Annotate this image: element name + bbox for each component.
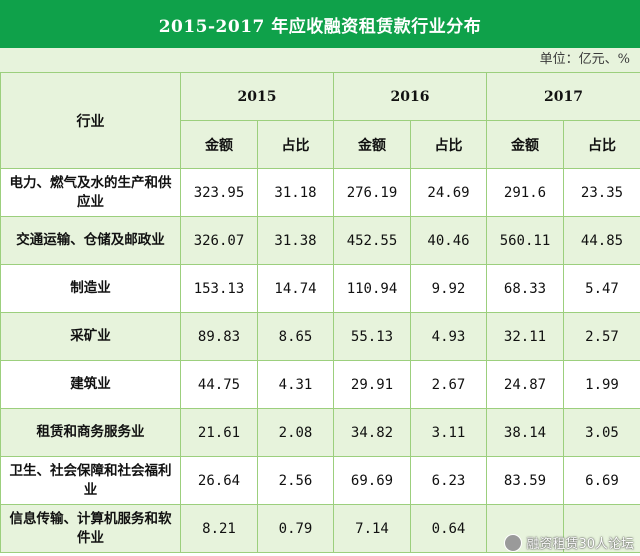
- value-cell: 0.79: [257, 504, 334, 553]
- value-cell: 2.67: [410, 360, 487, 409]
- value-cell: 323.95: [180, 168, 258, 217]
- value-cell: 153.13: [180, 264, 258, 313]
- value-cell: 291.6: [486, 168, 564, 217]
- value-cell: 31.38: [257, 216, 334, 265]
- table-row: 采矿业 89.83 8.65 55.13 4.93 32.11 2.57: [0, 312, 640, 361]
- value-cell: 0.64: [410, 504, 487, 553]
- industry-cell: 建筑业: [0, 360, 181, 409]
- value-cell: 276.19: [333, 168, 411, 217]
- table-row: 租赁和商务服务业 21.61 2.08 34.82 3.11 38.14 3.0…: [0, 408, 640, 457]
- value-cell: 89.83: [180, 312, 258, 361]
- industry-cell: 采矿业: [0, 312, 181, 361]
- table-row: 制造业 153.13 14.74 110.94 9.92 68.33 5.47: [0, 264, 640, 313]
- value-cell: 1.99: [563, 360, 640, 409]
- value-cell: 14.74: [257, 264, 334, 313]
- unit-note: 单位：亿元、%: [0, 48, 640, 72]
- value-cell: 6.69: [563, 456, 640, 505]
- value-cell: 6.23: [410, 456, 487, 505]
- value-cell: 4.31: [257, 360, 334, 409]
- amount-header: 金额: [486, 120, 564, 169]
- value-cell: 452.55: [333, 216, 411, 265]
- value-cell: 44.75: [180, 360, 258, 409]
- value-cell: 21.61: [180, 408, 258, 457]
- value-cell: 8.65: [257, 312, 334, 361]
- amount-header: 金额: [180, 120, 258, 169]
- ratio-header: 占比: [410, 120, 487, 169]
- value-cell: 44.85: [563, 216, 640, 265]
- value-cell: 24.87: [486, 360, 564, 409]
- value-cell: 68.33: [486, 264, 564, 313]
- value-cell: 40.46: [410, 216, 487, 265]
- year-header-2015: 2015: [180, 72, 334, 121]
- wechat-avatar-icon: [504, 533, 523, 552]
- value-cell: 7.14: [333, 504, 411, 553]
- value-cell: 9.92: [410, 264, 487, 313]
- industry-cell: 制造业: [0, 264, 181, 313]
- ratio-header: 占比: [257, 120, 334, 169]
- value-cell: 5.47: [563, 264, 640, 313]
- value-cell: 34.82: [333, 408, 411, 457]
- value-cell: 2.57: [563, 312, 640, 361]
- industry-cell: 租赁和商务服务业: [0, 408, 181, 457]
- industry-cell: 卫生、社会保障和社会福利业: [0, 456, 181, 505]
- year-header-2016: 2016: [333, 72, 487, 121]
- value-cell: 24.69: [410, 168, 487, 217]
- value-cell: 8.21: [180, 504, 258, 553]
- value-cell: 560.11: [486, 216, 564, 265]
- value-cell: 55.13: [333, 312, 411, 361]
- value-cell: 26.64: [180, 456, 258, 505]
- year-header-2017: 2017: [486, 72, 640, 121]
- value-cell: 110.94: [333, 264, 411, 313]
- value-cell: [486, 504, 564, 553]
- value-cell: 38.14: [486, 408, 564, 457]
- table-row: 电力、燃气及水的生产和供应业 323.95 31.18 276.19 24.69…: [0, 168, 640, 217]
- watermark-text: 融资租赁30人论坛: [526, 537, 634, 552]
- value-cell: 326.07: [180, 216, 258, 265]
- value-cell: 2.56: [257, 456, 334, 505]
- value-cell: 31.18: [257, 168, 334, 217]
- table-row: 交通运输、仓储及邮政业 326.07 31.38 452.55 40.46 56…: [0, 216, 640, 265]
- table-row: 卫生、社会保障和社会福利业 26.64 2.56 69.69 6.23 83.5…: [0, 456, 640, 505]
- table-row: 信息传输、计算机服务和软件业 8.21 0.79 7.14 0.64: [0, 504, 640, 553]
- industry-cell: 电力、燃气及水的生产和供应业: [0, 168, 181, 217]
- value-cell: 4.93: [410, 312, 487, 361]
- table-title: 2015-2017 年应收融资租赁款行业分布: [0, 0, 640, 48]
- industry-distribution-table: 行业 2015 2016 2017 金额 占比 金额 占比 金额 占比 电力、燃…: [0, 72, 640, 553]
- value-cell: 69.69: [333, 456, 411, 505]
- value-cell: 83.59: [486, 456, 564, 505]
- amount-header: 金额: [333, 120, 411, 169]
- value-cell: 23.35: [563, 168, 640, 217]
- value-cell: 32.11: [486, 312, 564, 361]
- industry-cell: 信息传输、计算机服务和软件业: [0, 504, 181, 553]
- value-cell: 3.11: [410, 408, 487, 457]
- value-cell: 2.08: [257, 408, 334, 457]
- value-cell: [563, 504, 640, 553]
- ratio-header: 占比: [563, 120, 640, 169]
- industry-header: 行业: [0, 72, 181, 169]
- table-row: 建筑业 44.75 4.31 29.91 2.67 24.87 1.99: [0, 360, 640, 409]
- watermark: 融资租赁30人论坛: [504, 533, 634, 552]
- industry-cell: 交通运输、仓储及邮政业: [0, 216, 181, 265]
- value-cell: 29.91: [333, 360, 411, 409]
- value-cell: 3.05: [563, 408, 640, 457]
